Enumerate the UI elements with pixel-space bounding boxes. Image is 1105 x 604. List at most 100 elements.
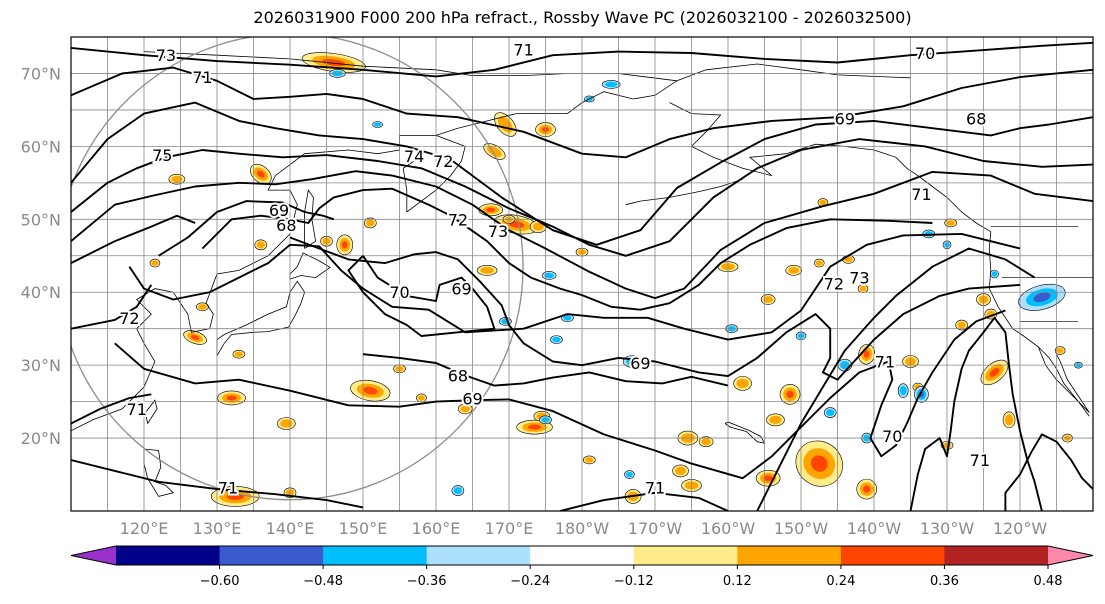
positive-refract-patch: [1054, 346, 1066, 355]
lon-label: 130°W: [920, 519, 975, 538]
contour-label: 71: [218, 479, 238, 498]
contour-line: [71, 138, 1093, 257]
colorbar-segment: [219, 546, 324, 565]
contour-line: [158, 200, 335, 257]
contour-line: [559, 491, 729, 511]
negative-refract-patch: [372, 121, 383, 128]
contour-label: 69: [462, 390, 482, 409]
colorbar-tick-label: 0.12: [723, 574, 752, 589]
contour-line: [71, 66, 1093, 159]
positive-refract-patch: [478, 203, 504, 217]
colorbar-segment: [944, 546, 1049, 565]
lon-label: 140°W: [847, 519, 902, 538]
colorbar-segment: [840, 546, 945, 565]
colorbar-segment: [426, 546, 531, 565]
positive-refract-patch: [277, 417, 296, 430]
negative-refract-patch: [624, 470, 635, 479]
colorbar-extend-high: [1048, 546, 1093, 565]
positive-refract-patch: [249, 163, 272, 185]
contour-label: 68: [276, 216, 296, 235]
positive-refract-patch: [856, 478, 878, 500]
contour-label: 73: [849, 269, 869, 288]
positive-refract-patch: [779, 384, 801, 405]
contour-label: 71: [192, 68, 212, 87]
contour-label: 75: [152, 146, 172, 165]
reference-circle: [71, 37, 524, 501]
colorbar-segment: [323, 546, 428, 565]
contour-line: [289, 236, 1021, 381]
contour-line: [114, 309, 1006, 480]
contour-line: [71, 214, 196, 264]
rossby-wave-contours: [71, 41, 1093, 511]
coastline: [289, 252, 331, 280]
positive-refract-patch: [149, 258, 161, 268]
contour-line: [347, 255, 496, 337]
positive-refract-patch: [363, 217, 377, 229]
lon-label: 160°E: [412, 519, 461, 538]
lon-label: 160°W: [701, 519, 756, 538]
colorbar-outline: [70, 545, 1094, 566]
negative-refract-patch: [897, 383, 909, 398]
contour-label: 69: [451, 280, 471, 299]
contour-line: [71, 459, 364, 509]
contour-line: [71, 393, 152, 425]
lon-label: 170°E: [485, 519, 534, 538]
negative-refract-patch: [601, 80, 621, 89]
coastline: [143, 448, 174, 497]
contour-label: 70: [915, 44, 935, 63]
contour-label: 69: [835, 110, 855, 129]
positive-refract-patch: [795, 440, 843, 487]
lon-label: 130°E: [193, 519, 242, 538]
contour-line: [71, 170, 1093, 300]
lon-label: 150°E: [339, 519, 388, 538]
positive-refract-patch: [271, 206, 287, 218]
contour-label: 71: [911, 185, 931, 204]
positive-refract-patch: [733, 376, 752, 391]
contour-label: 72: [824, 274, 844, 293]
lon-label: 180°W: [555, 519, 610, 538]
negative-refract-patch: [823, 407, 837, 418]
lat-label: 60°N: [21, 137, 61, 156]
contour-label: 70: [389, 283, 409, 302]
colorbar-tick-label: −0.48: [303, 574, 343, 589]
positive-refract-patch: [476, 265, 498, 276]
lon-label: 150°W: [774, 519, 829, 538]
negative-refract-patch: [1018, 283, 1066, 311]
contour-label: 71: [875, 353, 895, 372]
coastline: [1037, 346, 1090, 413]
positive-refract-patch: [944, 218, 957, 228]
colorbar-segment: [530, 546, 635, 565]
contour-label: 68: [966, 110, 986, 129]
contour-line: [201, 187, 933, 311]
contour-label: 68: [448, 366, 468, 385]
lon-label: 120°W: [993, 519, 1048, 538]
colorbar-tick-label: 0.24: [826, 574, 855, 589]
colorbar-segment: [633, 546, 738, 565]
contour-label: 71: [645, 479, 665, 498]
positive-refract-patch: [232, 349, 246, 359]
positive-refract-patch: [350, 379, 391, 402]
positive-refract-patch: [1002, 411, 1016, 429]
positive-refract-patch: [217, 390, 246, 406]
lon-label: 170°W: [628, 519, 683, 538]
contour-line: [1004, 433, 1093, 511]
longitude-labels: 120°E 130°E 140°E 150°E 160°E 170°E 180°W 170°W…: [120, 519, 1048, 538]
map-frame: [70, 36, 1094, 512]
positive-refract-patch: [698, 436, 714, 448]
positive-refract-patch: [955, 319, 968, 331]
positive-refract-patch: [760, 294, 776, 305]
contour-line: [756, 247, 1036, 511]
contour-label: 72: [448, 210, 468, 229]
contour-line: [909, 316, 1043, 511]
colorbar-tick-label: −0.60: [200, 574, 240, 589]
positive-refract-patch: [785, 265, 803, 276]
colorbar: −0.60 −0.48 −0.36 −0.24 −0.12 0.12 0.24 0.36 0.4…: [70, 545, 1094, 589]
contour-label: 71: [513, 40, 533, 59]
positive-refract-patch: [336, 234, 354, 256]
negative-refract-patch: [541, 271, 557, 280]
positive-refract-patch: [766, 413, 785, 427]
colorbar-extend-low: [71, 546, 116, 565]
lon-label: 140°E: [266, 519, 315, 538]
positive-refract-patch: [813, 258, 825, 268]
